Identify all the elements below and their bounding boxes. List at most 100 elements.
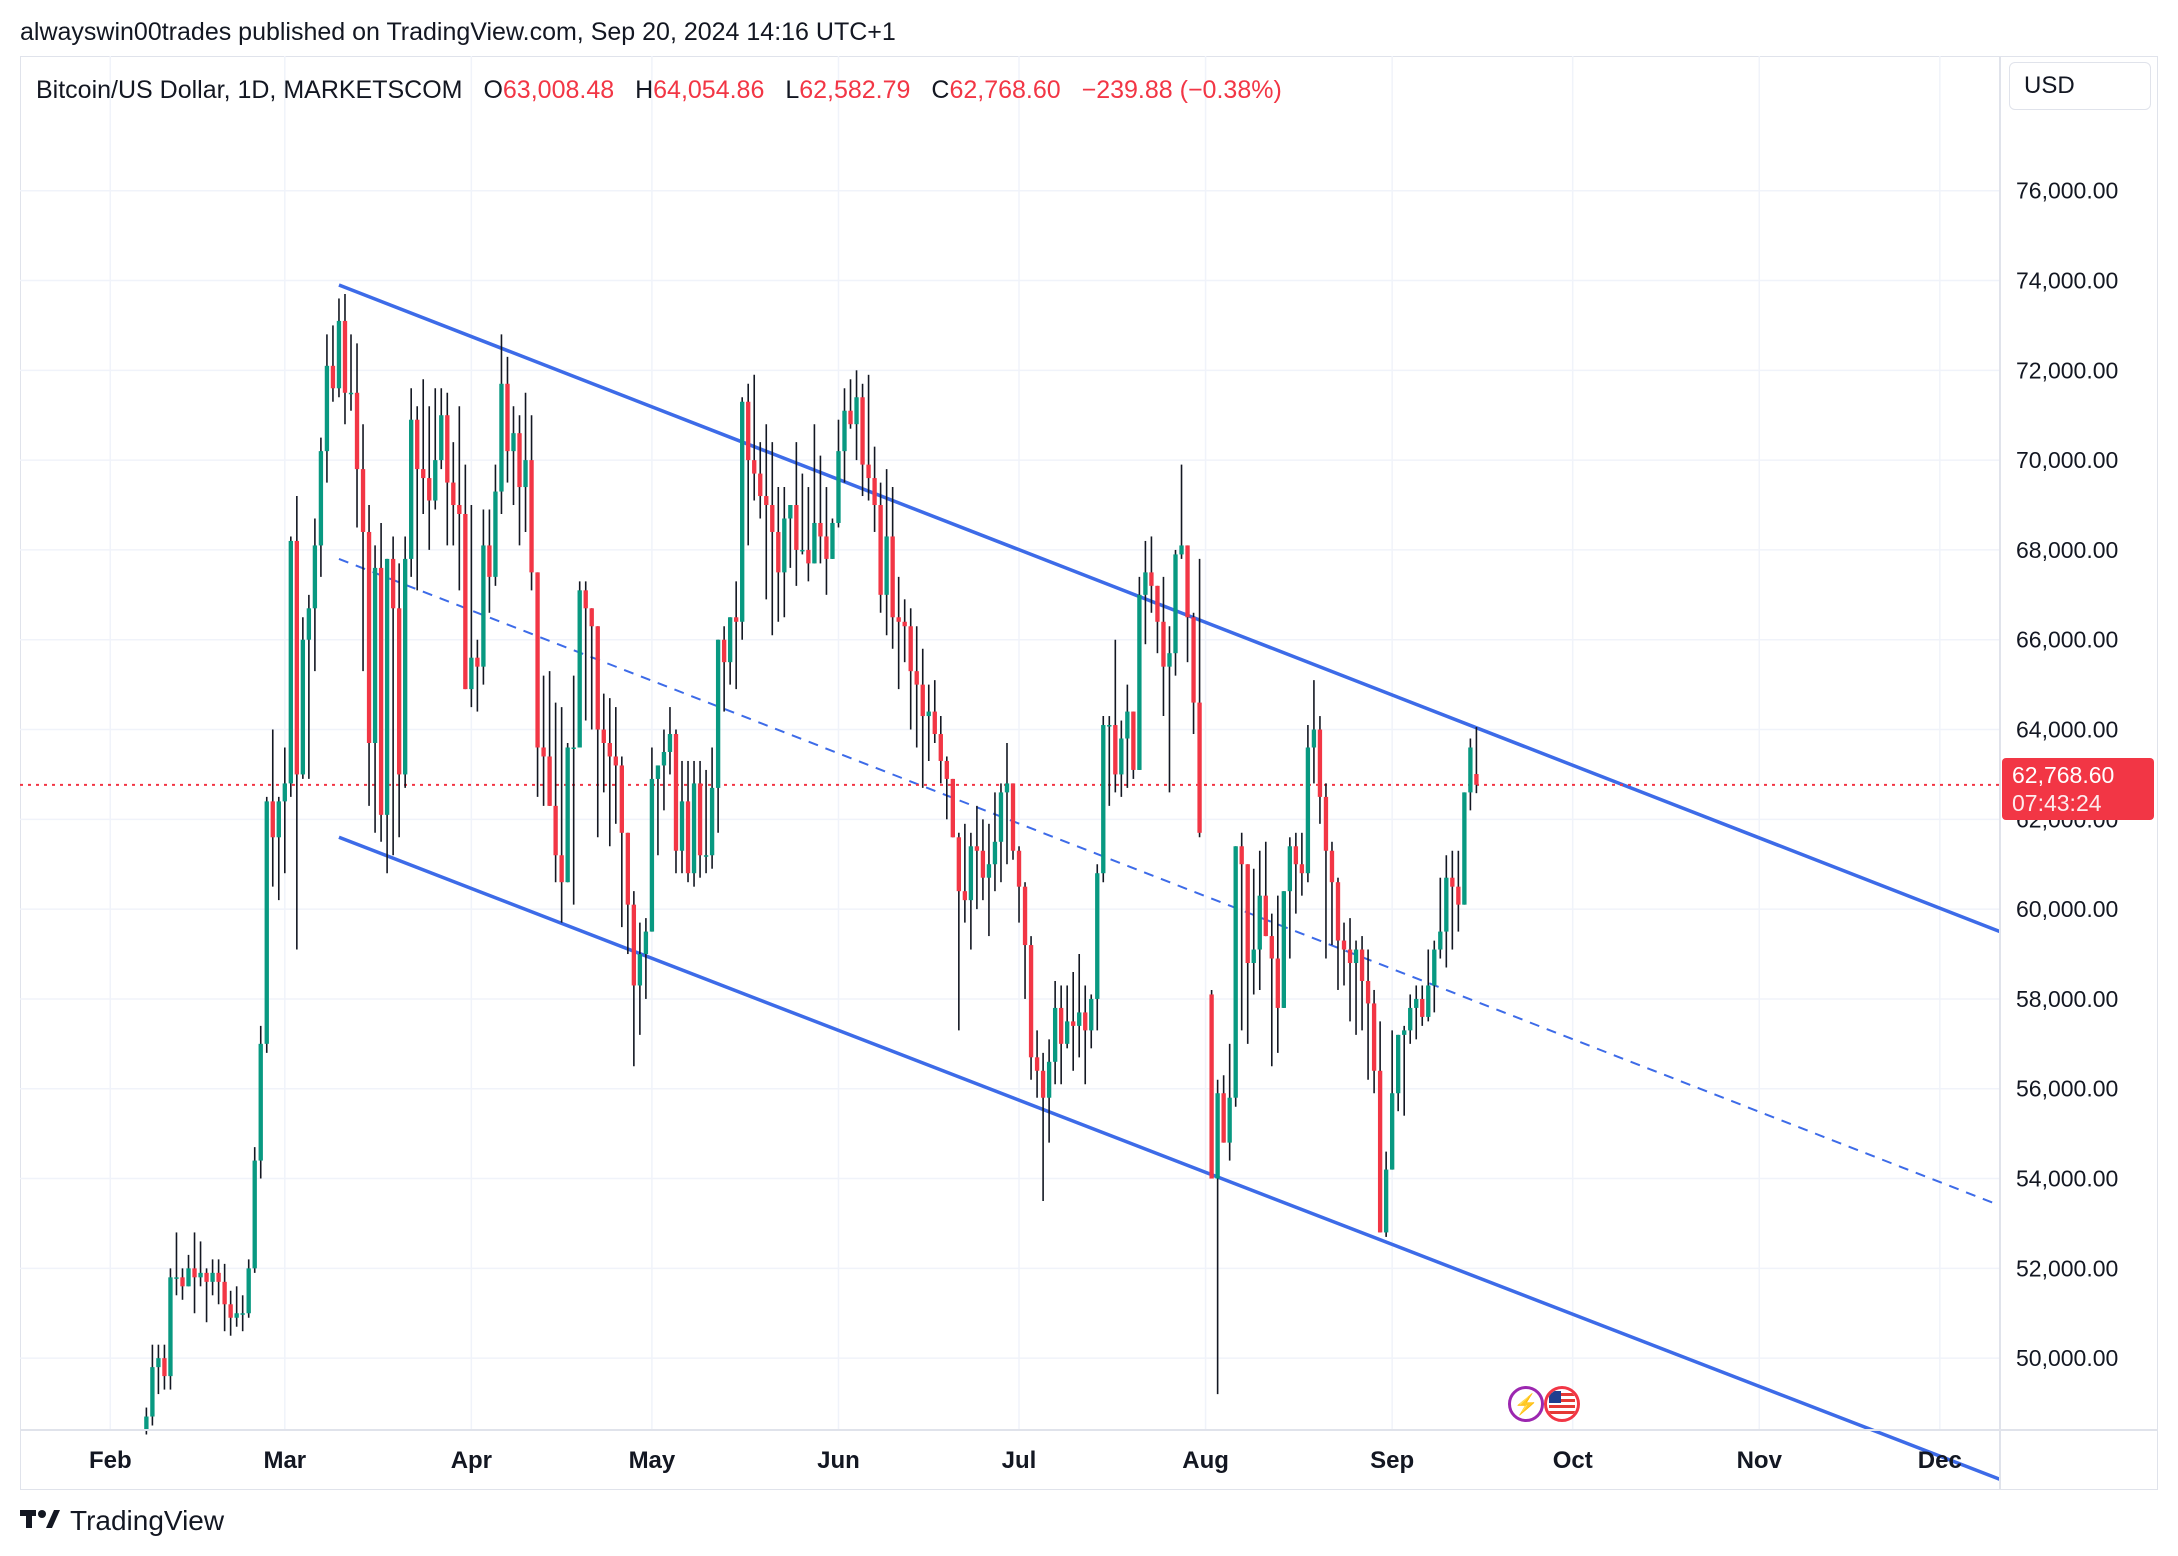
candle-body [824, 536, 829, 559]
candle [1209, 989, 1214, 1179]
candle-body [679, 801, 685, 851]
candle [631, 891, 637, 1067]
candle [1396, 1034, 1401, 1112]
candle [1022, 882, 1028, 999]
candle-body [1353, 949, 1359, 964]
candle-body [908, 626, 913, 672]
candle-body [896, 617, 901, 622]
candle [372, 545, 378, 833]
candle-body [998, 792, 1004, 842]
candle [1077, 954, 1082, 1058]
y-tick-label: 50,000.00 [2016, 1345, 2118, 1371]
tradingview-brand[interactable]: TradingView [20, 1504, 224, 1538]
candle [812, 424, 817, 564]
candle [457, 406, 462, 591]
attribution-text: alwayswin00trades published on TradingVi… [20, 18, 896, 46]
candle-body [1474, 774, 1479, 785]
currency-button[interactable]: USD [2009, 62, 2151, 110]
candle [198, 1241, 203, 1287]
candle-body [1263, 895, 1268, 937]
candle-body [1396, 1034, 1401, 1094]
x-tick-label: Jun [817, 1447, 860, 1474]
candle [691, 760, 697, 887]
candle-body [1287, 846, 1293, 892]
candle [1275, 895, 1280, 1053]
candle-body [950, 778, 955, 838]
candle-body [144, 1416, 149, 1430]
candle [1107, 716, 1112, 806]
candle [300, 617, 306, 779]
lightning-event-icon[interactable]: ⚡ [1508, 1386, 1544, 1422]
us-flag-event-icon[interactable] [1544, 1386, 1580, 1422]
candle-body [734, 617, 739, 622]
candle [679, 760, 685, 874]
candle [523, 392, 528, 532]
candle [1119, 720, 1124, 797]
candle-body [1143, 572, 1148, 595]
candle-body [752, 460, 757, 474]
candle-body [956, 837, 962, 892]
candle [854, 370, 859, 461]
candle-body [866, 464, 871, 479]
candle [571, 675, 576, 905]
candle-body [1215, 1093, 1220, 1179]
candle [445, 392, 450, 546]
candle-body [655, 765, 661, 779]
candle-body [421, 469, 426, 479]
candle [156, 1344, 161, 1395]
candle [433, 388, 438, 510]
candle [601, 693, 606, 793]
candle [409, 388, 414, 577]
candle-body [667, 734, 673, 752]
candle-body [1341, 940, 1347, 950]
candle-body [788, 505, 793, 519]
candle-body [613, 756, 618, 766]
candle-body [673, 734, 679, 851]
close-value: 62,768.60 [949, 76, 1061, 104]
candle-body [1462, 792, 1467, 905]
candle-body [252, 1160, 257, 1269]
candle-body [1365, 980, 1371, 1004]
candle [210, 1259, 215, 1296]
open-value: 63,008.48 [502, 76, 615, 104]
candle-body [974, 846, 980, 851]
candle-body [727, 617, 733, 663]
candle-body [150, 1367, 155, 1417]
candle-body [228, 1304, 233, 1318]
candle-body [559, 855, 564, 883]
candle [703, 769, 709, 874]
candles [144, 293, 1479, 1435]
candle-body [872, 478, 877, 506]
candle-body [198, 1272, 203, 1278]
candle-body [842, 410, 847, 452]
candle-body [1311, 729, 1317, 748]
candle [709, 747, 715, 869]
candle-body [770, 505, 775, 532]
candle-body [1323, 796, 1329, 851]
candle-body [222, 1281, 227, 1305]
x-tick-label: Nov [1737, 1447, 1783, 1474]
candle [1004, 743, 1010, 865]
candle-body [1414, 998, 1419, 1008]
close-label: C [931, 76, 950, 104]
candle-body [1131, 711, 1136, 770]
candle [1317, 716, 1323, 824]
candle-body [1191, 617, 1196, 703]
candle [1052, 980, 1058, 1085]
candle-body [619, 765, 624, 833]
candle-body [800, 549, 805, 552]
candle-body [854, 397, 859, 425]
candle-body [433, 460, 438, 501]
candle [1323, 783, 1329, 959]
candle [186, 1254, 191, 1287]
symbol-label[interactable]: Bitcoin/US Dollar, 1D, MARKETSCOM [36, 76, 463, 104]
candle [776, 487, 781, 622]
x-tick-label: Oct [1553, 1447, 1593, 1474]
candle [312, 518, 318, 672]
candle [878, 482, 883, 613]
candle [384, 558, 390, 874]
candle [890, 487, 895, 649]
candle [1149, 536, 1154, 613]
candle [511, 406, 516, 506]
